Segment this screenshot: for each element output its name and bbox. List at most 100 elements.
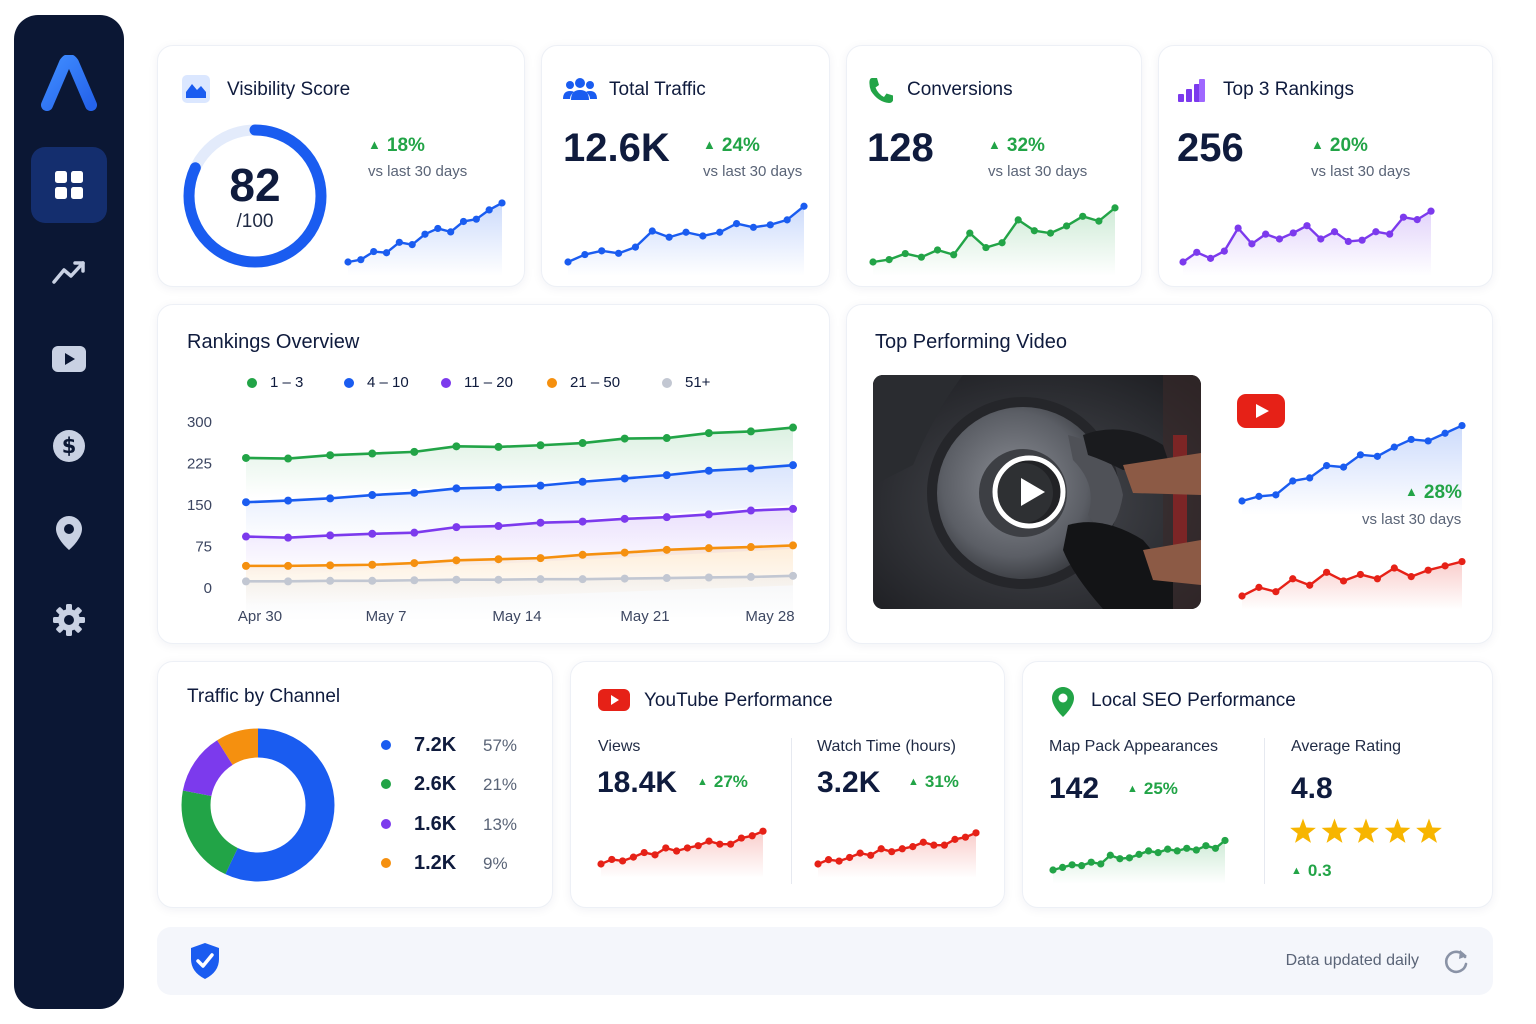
sparkline-point <box>930 841 938 849</box>
traffic-sparkline <box>564 202 808 276</box>
sparkline-point <box>737 834 745 842</box>
series-point <box>620 434 629 443</box>
sparkline-point <box>608 855 616 864</box>
channel-percent: 57% <box>483 736 518 755</box>
traffic-value: 12.6K <box>563 126 670 170</box>
nav-analytics[interactable] <box>31 234 107 310</box>
visibility-gauge <box>183 124 327 268</box>
nav-dashboard[interactable] <box>31 147 107 223</box>
conversions-delta: ▲ 32% <box>988 135 1045 156</box>
series-point <box>494 442 503 451</box>
video-thumbnail[interactable] <box>873 375 1201 609</box>
sparkline-point <box>382 249 391 257</box>
series-point <box>326 494 335 503</box>
series-point <box>746 572 755 581</box>
nav-revenue[interactable]: $ <box>31 408 107 484</box>
sparkline-point <box>1154 849 1162 857</box>
star-icon <box>1416 818 1442 843</box>
channel-value: 2.6K <box>414 773 457 795</box>
series-point <box>789 423 797 432</box>
local-seo-card: Local SEO Performance Map Pack Appearanc… <box>1022 661 1493 908</box>
legend-item[interactable]: 4 – 10 <box>344 374 441 391</box>
series-point <box>662 434 671 443</box>
sparkline-point <box>1255 492 1263 500</box>
play-button-icon[interactable] <box>992 455 1066 529</box>
youtube-watch-label: Watch Time (hours) <box>817 738 956 755</box>
nav-youtube[interactable] <box>31 321 107 397</box>
sparkline-point <box>1339 577 1348 585</box>
series-point <box>578 575 587 584</box>
map-pack-value: 142 <box>1049 772 1100 805</box>
sparkline-point <box>966 229 974 237</box>
sparkline-point <box>597 860 605 868</box>
legend-item[interactable]: 1 – 3 <box>247 374 344 391</box>
sparkline-point <box>564 258 572 266</box>
sparkline-point <box>447 228 455 236</box>
refresh-icon[interactable] <box>1442 947 1470 975</box>
sparkline-point <box>1211 844 1220 852</box>
sparkline-point <box>705 837 713 845</box>
sparkline-point <box>856 849 864 857</box>
sparkline-point <box>933 246 942 254</box>
sparkline-point <box>909 843 917 851</box>
legend-item[interactable]: 51+ <box>662 374 710 391</box>
series-point <box>284 454 293 463</box>
sparkline-point <box>1317 235 1325 243</box>
series-point <box>410 488 419 497</box>
conversions-sub: vs last 30 days <box>988 163 1088 180</box>
sparkline-point <box>1173 847 1181 855</box>
video-delta: ▲ 28% <box>1405 482 1462 503</box>
sparkline-point <box>1111 204 1119 212</box>
sparkline-line <box>817 831 977 866</box>
sparkline-point <box>408 241 416 249</box>
sparkline-point <box>662 844 670 852</box>
sparkline-point <box>1390 443 1398 451</box>
series-point <box>789 541 797 550</box>
sparkline-point <box>434 224 442 233</box>
local-seo-title: Local SEO Performance <box>1091 690 1296 711</box>
star-icon <box>1290 818 1316 843</box>
series-point <box>452 523 461 532</box>
sparkline-point <box>1303 222 1311 230</box>
sparkline-point <box>951 835 959 843</box>
series-point <box>620 574 629 583</box>
nav-local[interactable] <box>31 495 107 571</box>
data-update-note: Data updated daily <box>1285 952 1419 969</box>
series-point <box>704 466 713 475</box>
sparkline-point <box>1030 227 1038 235</box>
series-point <box>704 510 713 519</box>
series-point <box>536 518 545 527</box>
sparkline-point <box>1221 836 1229 845</box>
sparkline-point <box>1399 213 1408 221</box>
series-point <box>536 554 545 563</box>
legend-item[interactable]: 11 – 20 <box>441 374 547 391</box>
sparkline-point <box>614 249 623 257</box>
series-point <box>620 548 629 557</box>
series-line <box>245 507 794 539</box>
sparkline-point <box>629 853 637 861</box>
map-pin-icon <box>1052 687 1074 717</box>
sparkline-point <box>1306 581 1314 589</box>
legend-item[interactable]: 21 – 50 <box>547 374 662 391</box>
conversions-sparkline <box>869 204 1119 276</box>
sparkline-point <box>1262 230 1270 238</box>
series-point <box>662 513 671 522</box>
total-traffic-card: Total Traffic 12.6K ▲ 24% vs last 30 days <box>541 45 830 287</box>
visibility-sub: vs last 30 days <box>368 163 468 180</box>
sparkline-area <box>348 202 502 276</box>
donut-segment <box>181 728 335 882</box>
channel-color-dot <box>381 858 391 868</box>
sparkline-point <box>370 247 378 256</box>
series-point <box>242 453 250 462</box>
sparkline-point <box>459 217 468 226</box>
rankings-sparkline <box>1179 207 1435 276</box>
shield-check-icon <box>191 943 219 979</box>
sparkline-point <box>1424 566 1432 574</box>
map-pin-icon <box>56 516 82 550</box>
gear-icon <box>53 604 85 636</box>
sparkline-point <box>1202 842 1210 850</box>
app-logo[interactable] <box>41 54 97 111</box>
traffic-sub: vs last 30 days <box>703 163 803 180</box>
nav-settings[interactable] <box>31 582 107 658</box>
series-point <box>368 529 377 538</box>
